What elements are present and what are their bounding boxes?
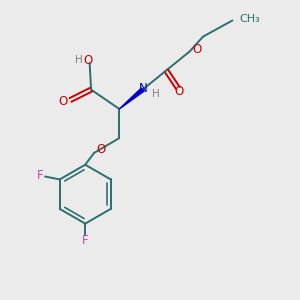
Text: O: O — [96, 143, 106, 157]
Text: O: O — [58, 95, 68, 108]
Text: N: N — [139, 82, 148, 95]
Text: F: F — [82, 234, 88, 247]
Text: O: O — [175, 85, 184, 98]
Polygon shape — [119, 88, 144, 109]
Text: H: H — [152, 89, 160, 99]
Text: O: O — [192, 43, 201, 56]
Text: CH₃: CH₃ — [240, 14, 261, 24]
Text: F: F — [37, 169, 44, 182]
Text: O: O — [83, 54, 93, 67]
Text: H: H — [76, 55, 83, 65]
